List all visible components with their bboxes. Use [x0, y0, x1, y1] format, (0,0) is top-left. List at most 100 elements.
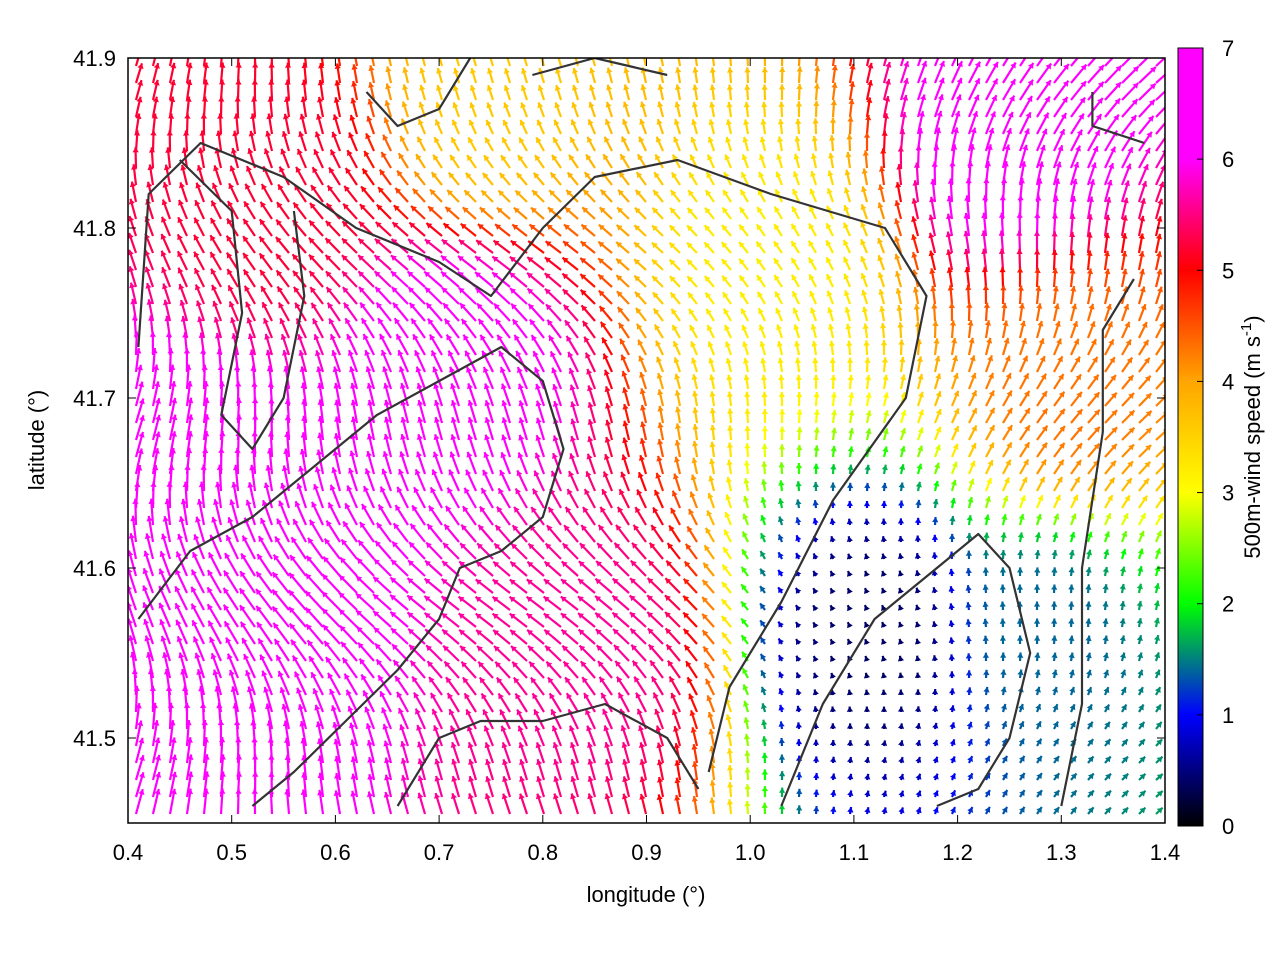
wind-vector-head	[1058, 442, 1065, 449]
wind-vector-head	[407, 255, 414, 262]
wind-vector-head	[495, 319, 502, 326]
wind-vector-head	[621, 371, 628, 377]
wind-vector-head	[533, 470, 540, 477]
wind-vector-head	[152, 464, 159, 471]
wind-vector-head	[949, 739, 956, 746]
wind-vector-head	[671, 172, 678, 179]
wind-vector-head	[441, 271, 447, 278]
wind-vector-head	[702, 613, 708, 620]
wind-vector-head	[914, 570, 921, 577]
wind-vector-head	[324, 538, 331, 545]
wind-vector-head	[1075, 145, 1081, 152]
wind-vector-head	[1000, 704, 1007, 710]
wind-vector-head	[933, 480, 940, 487]
wind-vector-head	[649, 542, 656, 549]
wind-vector-head	[777, 516, 784, 523]
wind-vector-head	[182, 332, 189, 338]
wind-vector-head	[903, 44, 909, 50]
wind-vector-head	[971, 390, 977, 397]
wind-vector-head	[757, 207, 763, 213]
wind-vector-head	[503, 102, 510, 109]
wind-vector-head	[475, 272, 481, 278]
wind-vector-head	[829, 672, 836, 679]
wind-vector-head	[464, 487, 470, 494]
wind-vector-head	[655, 725, 662, 732]
wind-vector-head	[638, 355, 645, 362]
wind-vector-head	[1107, 495, 1113, 502]
wind-vector-head	[848, 428, 855, 434]
wind-vector-head	[311, 185, 317, 192]
wind-vector-head	[424, 596, 431, 602]
wind-vector-head	[598, 258, 605, 264]
wind-vector-head	[849, 81, 856, 87]
wind-vector-head	[436, 51, 442, 57]
wind-vector-head	[878, 184, 885, 191]
wind-vector-head	[402, 84, 409, 91]
wind-vector-head	[417, 400, 424, 406]
wind-vector-head	[657, 389, 664, 396]
wind-vector-head	[966, 721, 973, 728]
wind-vector-head	[343, 203, 349, 210]
wind-vector-head	[313, 149, 320, 156]
wind-vector-head	[986, 144, 993, 150]
wind-vector-head	[777, 119, 784, 125]
wind-vector-head	[252, 46, 258, 51]
wind-vector-head	[385, 50, 391, 56]
wind-vector-head	[230, 317, 236, 324]
wind-vector-head	[903, 61, 910, 68]
wind-vector-head	[758, 171, 765, 178]
wind-vector-head	[1102, 567, 1109, 573]
wind-vector-head	[826, 257, 832, 264]
wind-vector-head	[1158, 496, 1165, 502]
wind-vector-head	[1120, 669, 1127, 676]
wind-vector-head	[547, 319, 553, 326]
wind-vector-head	[691, 101, 698, 108]
wind-vector-head	[863, 706, 871, 712]
wind-vector-head	[317, 79, 324, 86]
wind-vector-head	[605, 403, 612, 409]
wind-vector-head	[135, 113, 142, 120]
wind-vector-head	[899, 356, 906, 363]
wind-vector-head	[1086, 268, 1094, 275]
wind-vector-head	[1060, 113, 1067, 120]
wind-vector-head	[897, 689, 905, 695]
wind-vector-head	[348, 132, 355, 139]
wind-vector-head	[974, 61, 981, 68]
wind-vector-head	[332, 450, 339, 456]
wind-vector-head	[724, 325, 730, 331]
wind-vector-head	[778, 552, 784, 559]
wind-vector-head	[358, 642, 364, 649]
wind-vector-head	[812, 357, 819, 364]
wind-vector-head	[795, 463, 803, 469]
wind-vector-head	[128, 533, 135, 539]
wind-vector-head	[744, 67, 751, 73]
wind-vector-head	[266, 720, 273, 726]
wind-vector-head	[654, 490, 660, 496]
wind-vector-head	[929, 268, 936, 274]
wind-vector-head	[1069, 231, 1076, 238]
wind-vector-head	[761, 443, 768, 449]
wind-vector-head	[527, 288, 534, 295]
wind-vector-head	[224, 570, 230, 577]
wind-vector-head	[657, 84, 664, 91]
wind-vector-head	[364, 150, 370, 157]
wind-vector-head	[1133, 49, 1139, 55]
wind-vector-head	[562, 289, 569, 296]
wind-vector-head	[813, 605, 819, 612]
wind-vectors	[128, 44, 1165, 815]
wind-vector-head	[606, 51, 612, 57]
wind-vector-head	[297, 334, 304, 341]
wind-vector-head	[830, 639, 836, 646]
wind-vector-head	[1093, 392, 1100, 399]
wind-vector-head	[634, 259, 640, 265]
wind-vector-head	[342, 238, 348, 245]
wind-vector-head	[1085, 584, 1092, 590]
wind-vector-head	[217, 719, 225, 726]
wind-vector-head	[741, 584, 747, 591]
wind-vector-head	[561, 629, 568, 636]
wind-vector-head	[407, 612, 414, 619]
wind-vector-head	[606, 84, 613, 91]
wind-vector-head	[266, 113, 273, 120]
wind-vector-head	[877, 202, 884, 209]
wind-vector-head	[760, 703, 767, 710]
